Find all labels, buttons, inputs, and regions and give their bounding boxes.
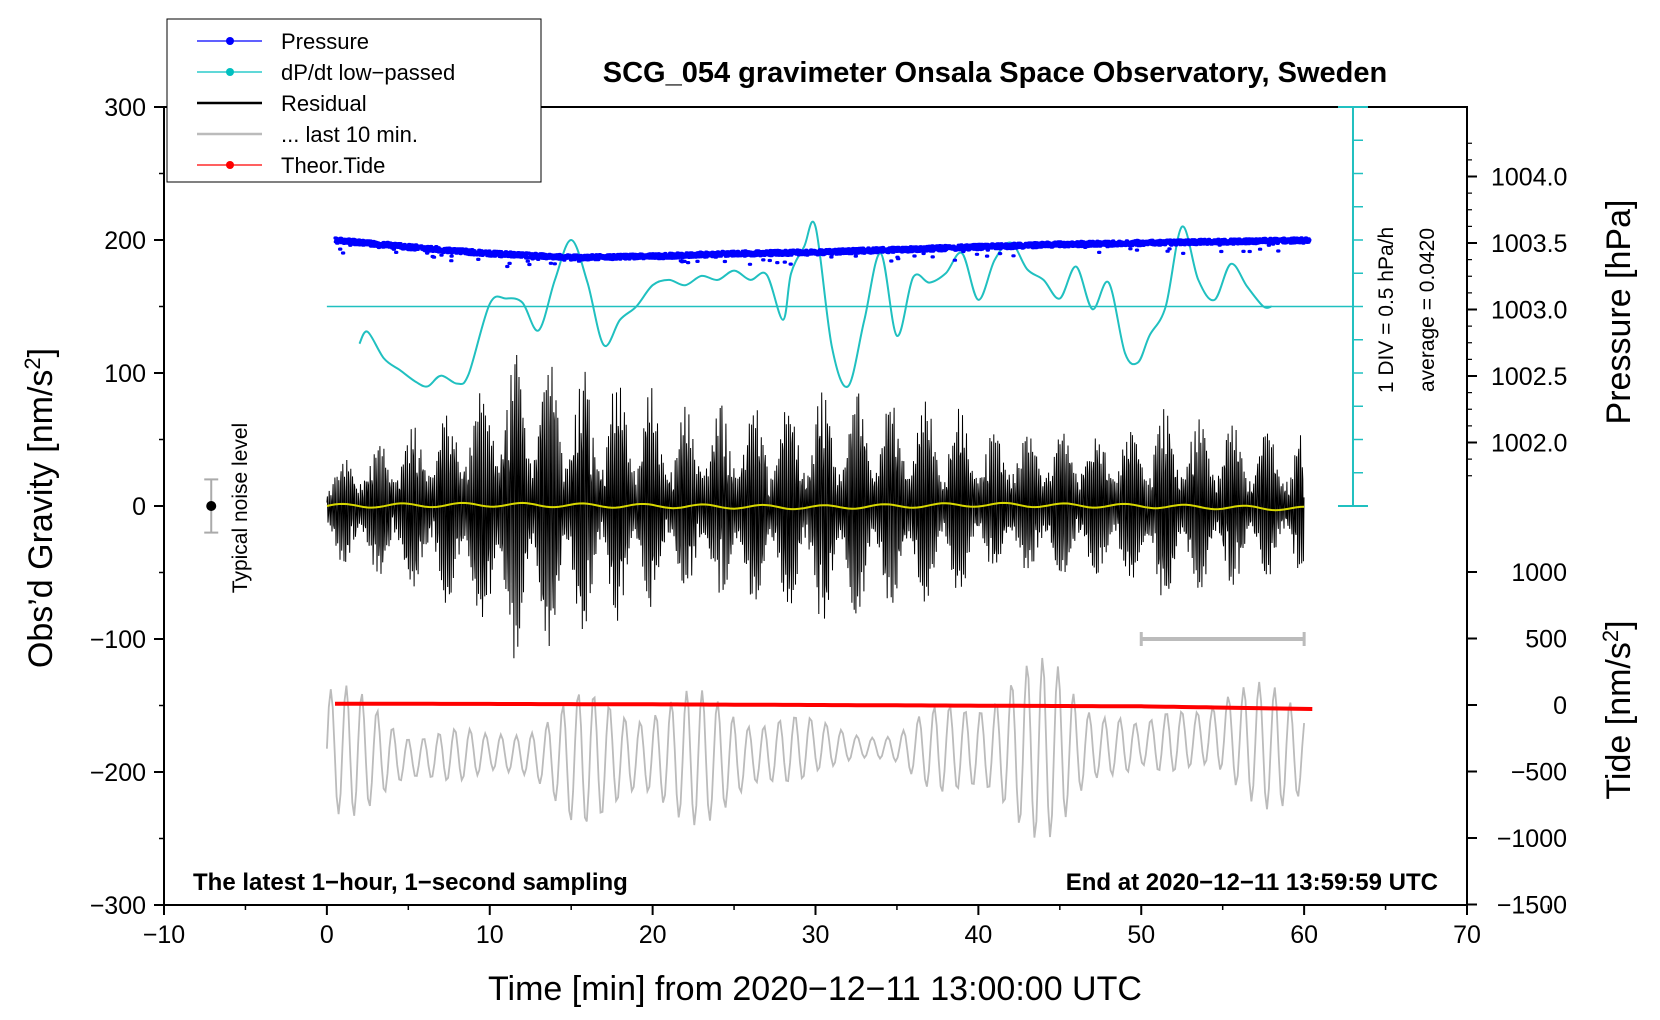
legend-box (166, 18, 542, 183)
pressure-axis-ticks: 1004.0 1003.5 1003.0 1002.5 1002.0 (1467, 142, 1567, 477)
y-axis-title-tide-main: Tide [nm/s (1600, 642, 1638, 799)
x-axis-title: Time [min] from 2020−12−11 13:00:00 UTC (488, 970, 1142, 1008)
x-tick-label: 50 (1127, 921, 1155, 949)
legend-label: Theor.Tide (281, 153, 385, 178)
tide-tick-label: 0 (1553, 692, 1567, 720)
y-tick-label: 100 (104, 360, 146, 388)
x-axis-ticks: −10 0 10 20 30 40 50 60 70 (143, 905, 1550, 949)
tide-axis-ticks: 1000 500 0 −500 −1000 −1500 (1467, 559, 1567, 920)
series-pressure (333, 236, 1312, 269)
series-theor-tide (335, 701, 1313, 711)
tide-tick-label: −1000 (1497, 825, 1567, 853)
annotation-div: 1 DIV = 0.5 hPa/h (1375, 227, 1398, 393)
y-tick-label: 300 (104, 94, 146, 122)
series-last-10-min (326, 657, 1305, 838)
y-axis-title-tide: Tide [nm/s2] (1598, 620, 1638, 799)
y-tick-label: −200 (90, 759, 146, 787)
annotation-noise-level: Typical noise level (229, 423, 252, 593)
x-tick-label: 0 (320, 921, 334, 949)
legend: Pressure dP/dt low−passed Residual ... last… (166, 18, 542, 183)
dpdt-line (358, 220, 1272, 388)
x-tick-label: 30 (802, 921, 830, 949)
y-tick-label: −100 (90, 626, 146, 654)
residual-lowpassed-line (326, 501, 1305, 512)
y-axis-title-left-main: Obs’d Gravity [nm/s (22, 370, 60, 669)
y-axis-title-tide-sup: 2 (1598, 630, 1623, 642)
series-residual-lowpassed (326, 501, 1305, 512)
y-tick-label: −300 (90, 892, 146, 920)
y-tick-label: 0 (132, 493, 146, 521)
annotation-average: average = 0.0420 (1416, 228, 1439, 392)
tide-tick-label: −1500 (1497, 892, 1567, 920)
y-axis-title-left: Obs’d Gravity [nm/s2] (20, 348, 60, 668)
pressure-dots (333, 236, 1312, 269)
series-dpdt (358, 220, 1272, 388)
last-10-min-line (326, 657, 1305, 838)
pressure-tick-label: 1003.5 (1491, 230, 1567, 258)
x-tick-label: 40 (964, 921, 992, 949)
legend-label: ... last 10 min. (281, 122, 418, 147)
y-axis-title-left-sup: 2 (20, 357, 45, 369)
pressure-tick-label: 1004.0 (1491, 164, 1567, 192)
tide-tick-label: 500 (1525, 626, 1567, 654)
x-tick-label: 60 (1290, 921, 1318, 949)
pressure-tick-label: 1003.0 (1491, 297, 1567, 325)
chart-title: SCG_054 gravimeter Onsala Space Observat… (603, 57, 1387, 89)
noise-bar-dot (206, 501, 217, 511)
tide-tick-label: 1000 (1511, 559, 1567, 587)
x-tick-label: 10 (476, 921, 504, 949)
y-tick-label: 200 (104, 227, 146, 255)
y-axis-title-tide-end: ] (1600, 620, 1638, 629)
legend-label: Pressure (281, 29, 369, 54)
x-tick-label: 70 (1453, 921, 1481, 949)
y-axis-title-pressure: Pressure [hPa] (1600, 200, 1638, 425)
legend-label: Residual (281, 91, 367, 116)
y-axis-title-left-end: ] (22, 348, 60, 357)
legend-marker (226, 68, 234, 76)
tide-tick-label: −500 (1511, 759, 1567, 787)
theor-tide-line (335, 701, 1313, 711)
legend-label: dP/dt low−passed (281, 60, 455, 85)
legend-marker (226, 161, 234, 169)
chart-annotations-graphics (204, 106, 1368, 646)
series-residual (326, 354, 1305, 659)
residual-line (326, 354, 1305, 659)
x-tick-label: 20 (639, 921, 667, 949)
pressure-tick-label: 1002.5 (1491, 363, 1567, 391)
legend-marker (226, 37, 234, 45)
annotation-end-time: End at 2020−12−11 13:59:59 UTC (1066, 869, 1438, 896)
pressure-tick-label: 1002.0 (1491, 430, 1567, 458)
annotation-sampling: The latest 1−hour, 1−second sampling (193, 869, 628, 896)
x-tick-label: −10 (143, 921, 185, 949)
y-axis-ticks: 300 200 100 0 −100 −200 −300 (90, 94, 164, 920)
